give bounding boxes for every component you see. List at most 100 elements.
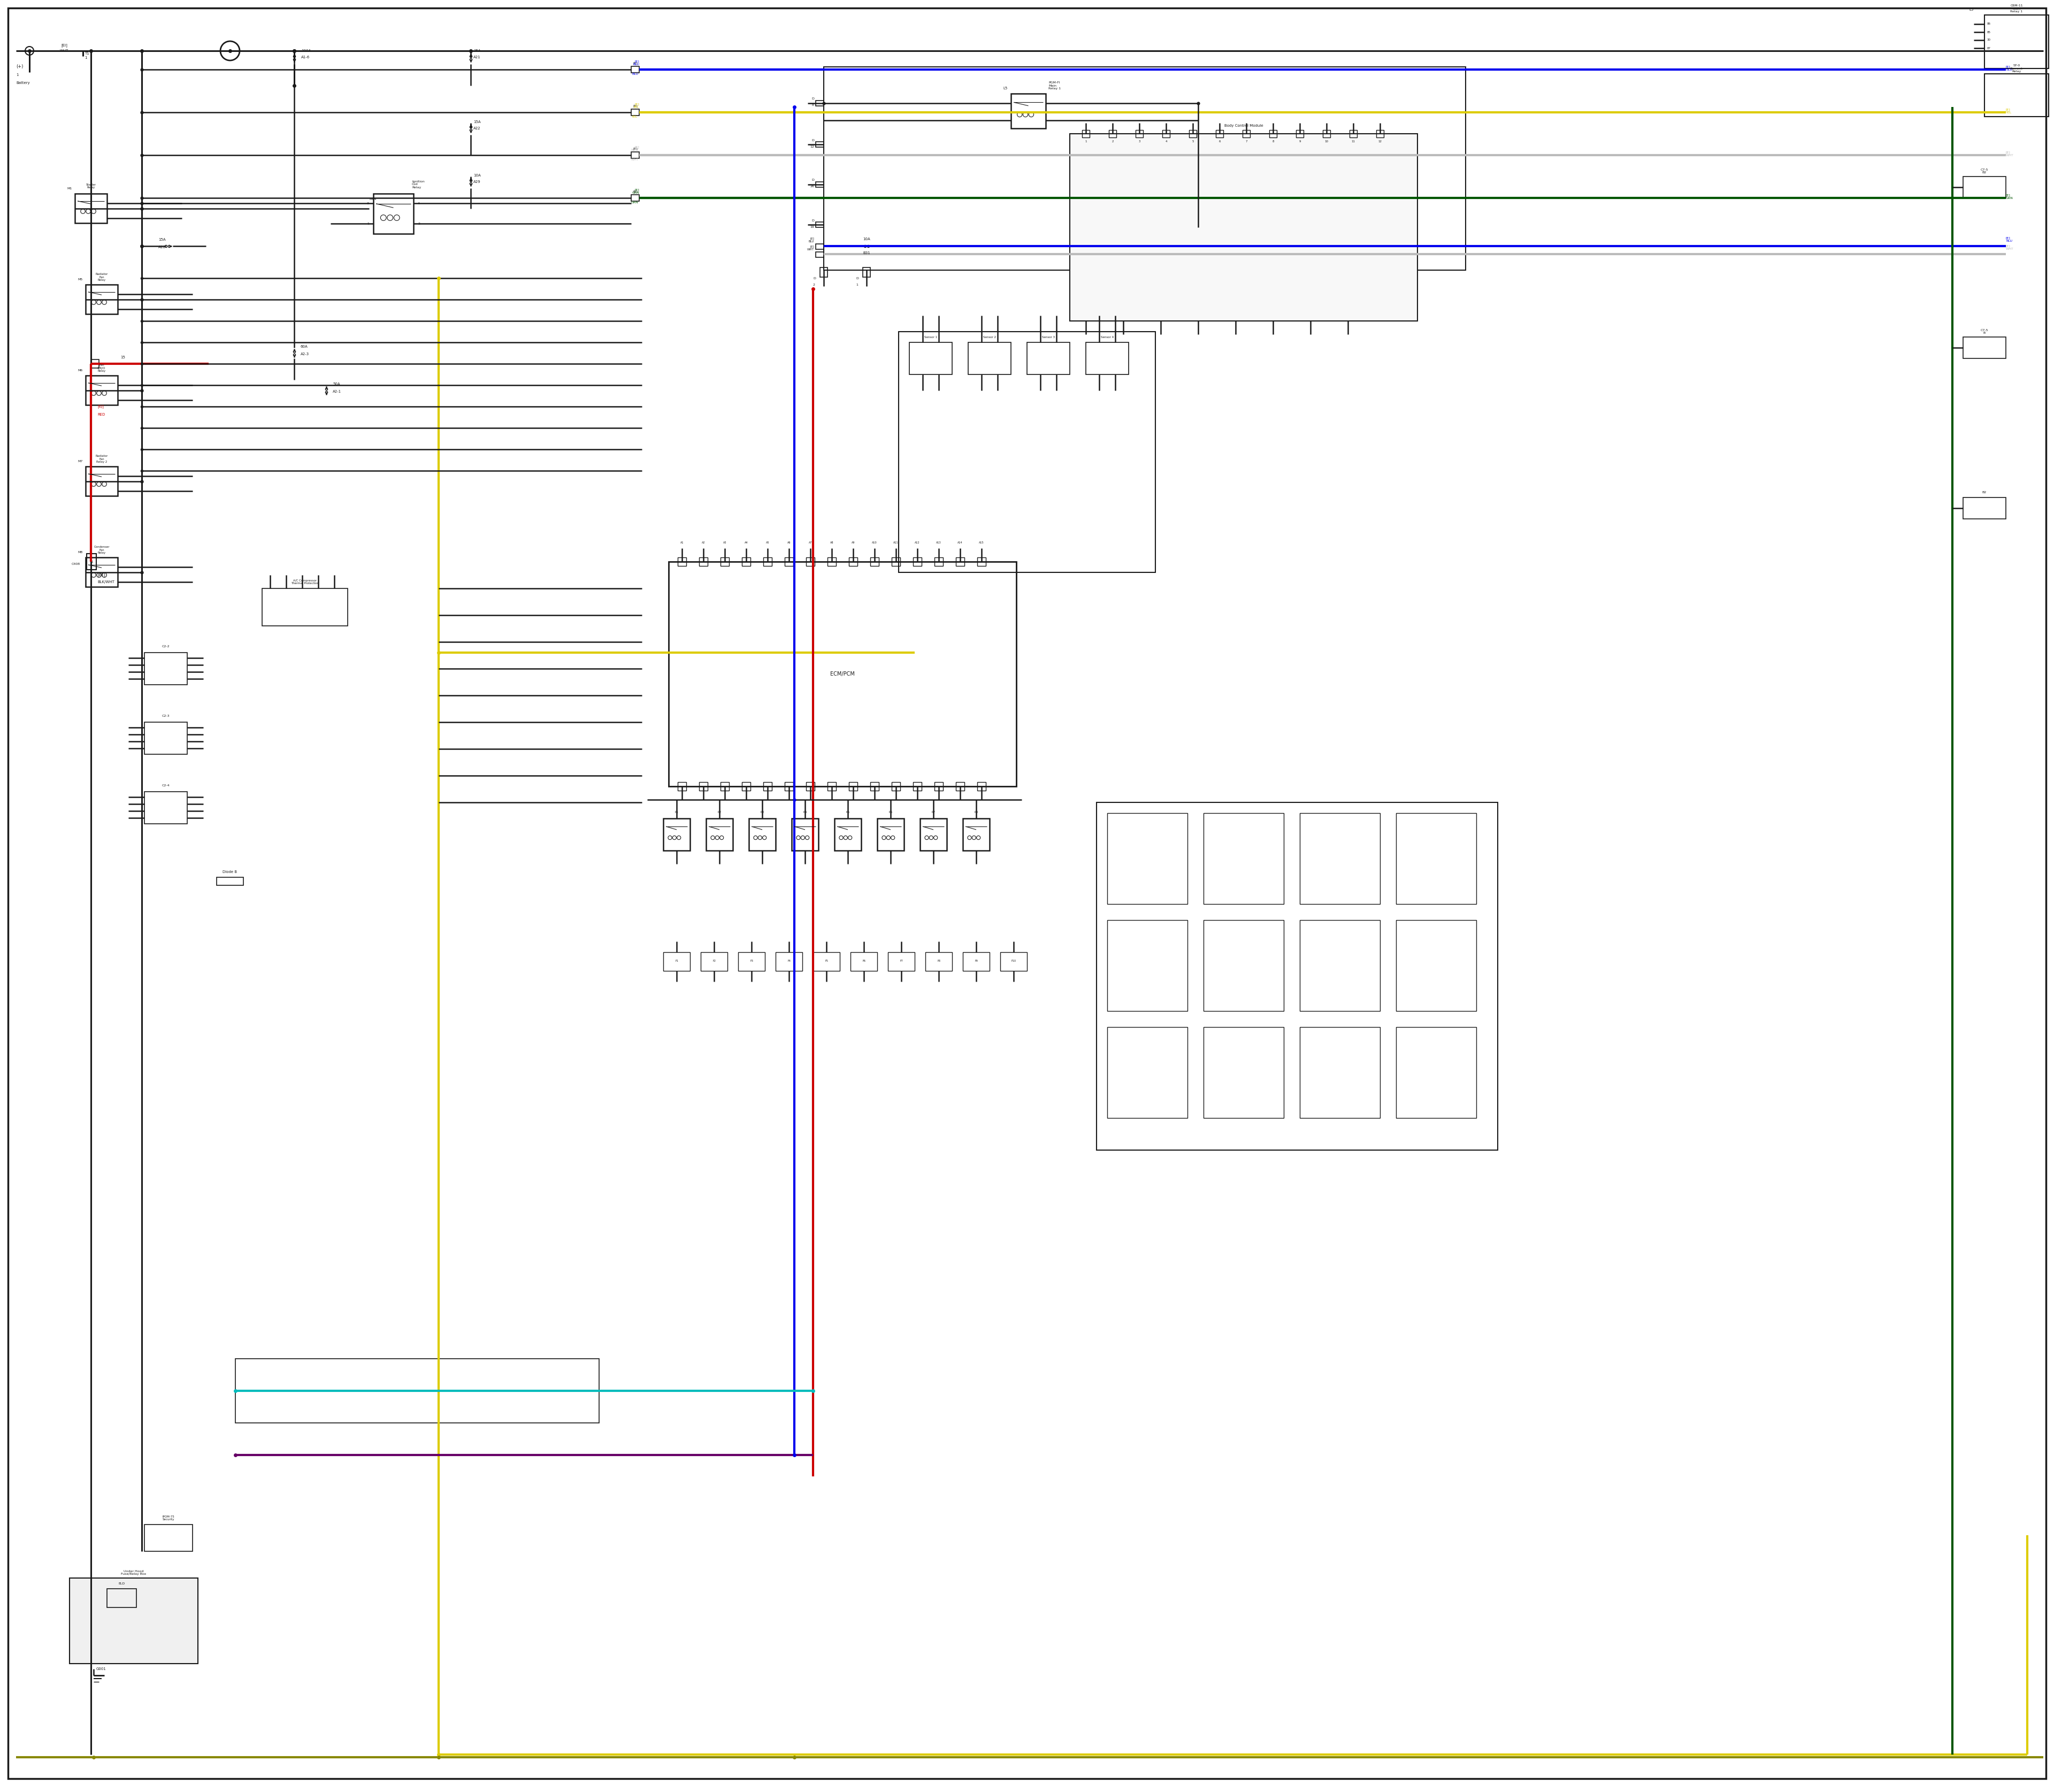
Bar	[978, 557, 986, 566]
Text: [E]
WHT: [E] WHT	[807, 246, 813, 251]
Bar	[1097, 803, 1497, 1150]
Bar	[1087, 342, 1128, 375]
Text: 26: 26	[809, 185, 813, 188]
Text: 30: 30	[1986, 39, 1990, 41]
Bar	[776, 952, 803, 971]
Text: Sensor 1: Sensor 1	[924, 335, 937, 339]
Text: Fan
C/R/O
Relay: Fan C/R/O Relay	[97, 364, 105, 373]
Bar	[737, 952, 764, 971]
Bar	[1204, 814, 1284, 903]
Bar	[1964, 337, 2007, 358]
Bar	[698, 557, 709, 566]
Bar	[144, 1525, 193, 1552]
Text: 3: 3	[368, 202, 370, 204]
Text: 15: 15	[121, 357, 125, 358]
Text: A3: A3	[723, 541, 727, 545]
Bar	[631, 109, 639, 115]
Bar	[891, 781, 900, 790]
Text: Battery: Battery	[16, 81, 31, 84]
Text: C2-4: C2-4	[162, 783, 170, 787]
Text: L5: L5	[1970, 7, 1974, 11]
Bar	[1082, 131, 1089, 138]
Bar	[1964, 498, 2007, 520]
Text: R3: R3	[760, 810, 764, 814]
Bar	[967, 342, 1011, 375]
Bar	[887, 952, 914, 971]
Text: R5: R5	[846, 810, 850, 814]
Bar	[850, 952, 877, 971]
Bar	[935, 781, 943, 790]
Text: F6: F6	[863, 961, 865, 962]
Text: F4: F4	[787, 961, 791, 962]
Bar	[926, 952, 953, 971]
Text: A22: A22	[472, 127, 481, 131]
Text: D: D	[857, 276, 859, 280]
Text: C7-5
B: C7-5 B	[1980, 328, 1988, 335]
Bar	[914, 557, 922, 566]
Text: YEL: YEL	[633, 115, 639, 118]
Bar	[1216, 131, 1224, 138]
Bar	[848, 781, 857, 790]
Text: 1: 1	[857, 283, 859, 287]
Text: 4: 4	[417, 202, 419, 204]
Bar	[1300, 814, 1380, 903]
Bar	[891, 557, 900, 566]
Text: F8: F8	[937, 961, 941, 962]
Bar	[920, 819, 947, 851]
Text: A10: A10	[873, 541, 877, 545]
Bar	[877, 819, 904, 851]
Bar	[631, 195, 639, 201]
Text: 60A: 60A	[300, 346, 308, 348]
Text: [EI]: [EI]	[62, 43, 68, 47]
Bar	[963, 952, 990, 971]
Text: [E]
BLU: [E] BLU	[633, 61, 639, 66]
Text: Sensor 3: Sensor 3	[1041, 335, 1056, 339]
Text: GRN: GRN	[631, 201, 639, 204]
Text: [E]: [E]	[633, 147, 639, 151]
Text: ELD: ELD	[119, 1582, 125, 1584]
Bar	[1349, 131, 1358, 138]
Text: R8: R8	[974, 810, 978, 814]
Text: B31: B31	[863, 251, 871, 254]
Text: A2: A2	[702, 541, 705, 545]
Bar	[1107, 814, 1187, 903]
Bar	[144, 652, 187, 685]
Text: 12: 12	[1378, 140, 1382, 143]
Text: [E]
BLU: [E] BLU	[809, 237, 813, 244]
Bar	[86, 285, 117, 314]
Bar	[815, 181, 824, 186]
Bar	[1189, 131, 1197, 138]
Text: R4: R4	[803, 810, 807, 814]
Bar	[815, 253, 824, 258]
Text: 11: 11	[1352, 140, 1356, 143]
Text: L5: L5	[1004, 86, 1009, 90]
Bar	[86, 376, 117, 405]
Text: 85: 85	[1986, 30, 1990, 34]
Text: 87: 87	[1986, 47, 1990, 50]
Text: IPOM-75
Security: IPOM-75 Security	[162, 1516, 175, 1521]
Text: A/C Compressor
Thermal Protection: A/C Compressor Thermal Protection	[292, 579, 318, 584]
Text: A5: A5	[766, 541, 770, 545]
Bar	[1397, 1027, 1477, 1118]
Bar	[848, 557, 857, 566]
Text: 2: 2	[813, 283, 815, 287]
Bar	[764, 557, 772, 566]
Text: F1: F1	[676, 961, 678, 962]
Text: [E]: [E]	[633, 61, 639, 65]
Bar	[824, 66, 1467, 271]
Text: Body Control Module: Body Control Module	[1224, 124, 1263, 127]
Bar	[1204, 919, 1284, 1011]
Text: C2-2: C2-2	[162, 645, 170, 647]
Bar	[86, 466, 117, 496]
Text: 100A: 100A	[302, 48, 310, 52]
Text: A1-6: A1-6	[302, 56, 310, 59]
Bar	[236, 1358, 600, 1423]
Text: C408: C408	[72, 563, 80, 566]
Bar	[1107, 919, 1187, 1011]
Bar	[1300, 919, 1380, 1011]
Text: A21: A21	[472, 56, 481, 59]
Bar	[805, 557, 815, 566]
Text: 15A: 15A	[158, 238, 166, 242]
Text: A2-1: A2-1	[333, 391, 341, 392]
Text: WHT: WHT	[60, 48, 68, 52]
